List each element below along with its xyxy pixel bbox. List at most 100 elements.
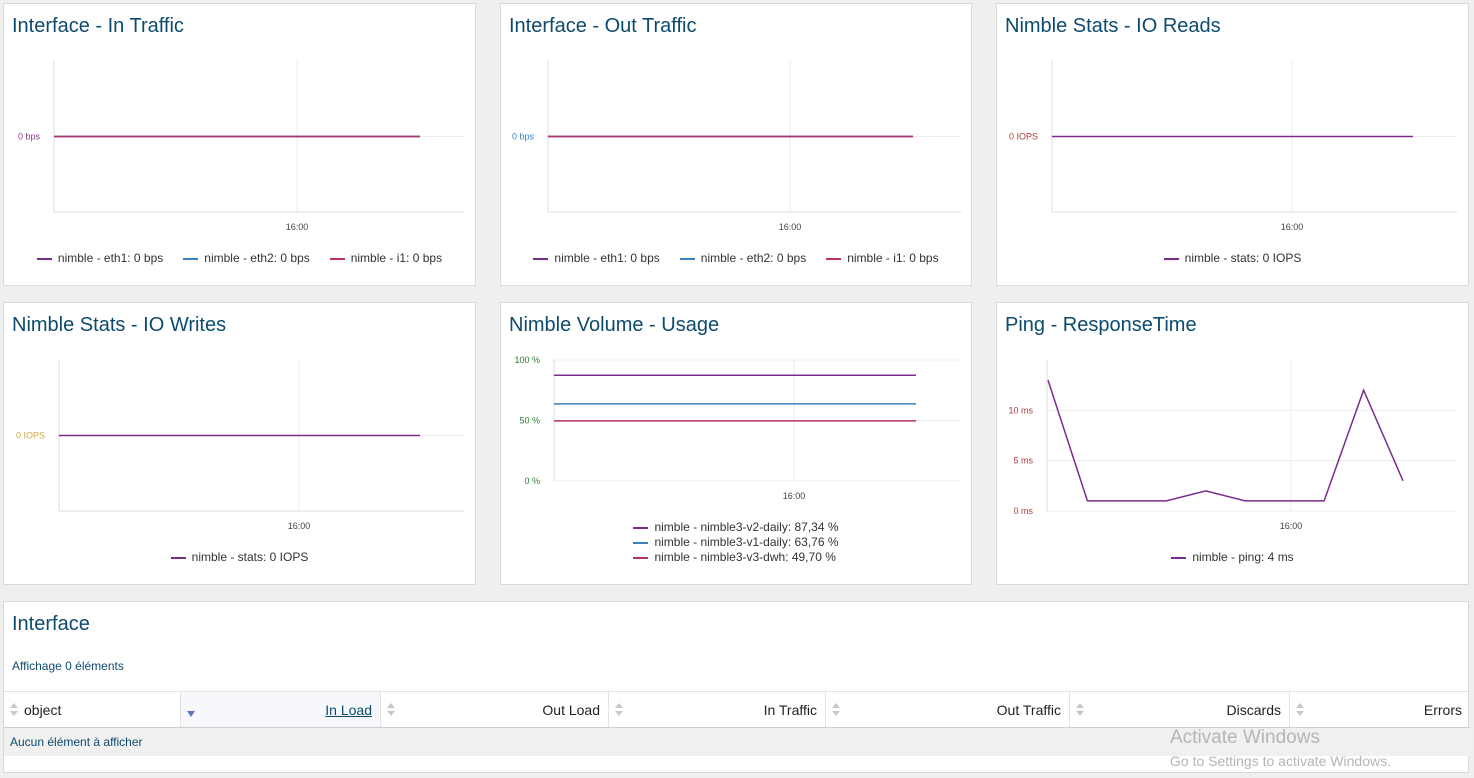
chart-panel-out-traffic: Interface - Out Traffic 0 bps 16:00 nimbl… [500,3,972,286]
sort-icon [10,703,18,717]
column-label: In Traffic [763,701,817,718]
legend-label: nimble - i1: 0 bps [847,251,939,265]
chart-axes: 0 bps 16:00 [18,61,464,232]
legend-swatch [826,257,842,260]
column-label: In Load [325,701,372,718]
y-tick-label: 0 bps [18,132,41,142]
legend-swatch [679,257,695,260]
legend-items: nimble - ping: 4 ms [997,550,1468,565]
legend-item[interactable]: nimble - eth1: 0 bps [36,251,164,266]
legend-item[interactable]: nimble - nimble3-v3-dwh: 49,70 % [633,550,836,565]
panel-title: Interface - Out Traffic [509,15,697,37]
legend-items: nimble - stats: 0 IOPS [4,550,475,565]
column-header-object[interactable]: object [4,692,181,727]
panel-title: Ping - ResponseTime [1005,314,1197,336]
chart-panel-in-traffic: Interface - In Traffic 0 bps 16:00 nimble… [3,3,476,286]
y-tick-label: 5 ms [1013,456,1033,466]
legend-item[interactable]: nimble - eth1: 0 bps [533,251,660,266]
chart-panel-ping: Ping - ResponseTime 10 ms 5 ms 0 ms 16:00 n… [996,302,1469,585]
sort-icon [387,703,395,717]
chart-axes: 10 ms 5 ms 0 ms 16:00 [1008,360,1457,531]
watermark-subtitle: Go to Settings to activate Windows. [1170,753,1391,769]
legend-label: nimble - stats: 0 IOPS [1184,251,1302,265]
chart-panel-volume-usage: Nimble Volume - Usage 100 % 50 % 0 % 16:00 … [500,302,972,585]
y-tick-label: 0 ms [1013,506,1033,516]
legend-swatch [533,257,549,260]
legend-swatch [1163,257,1179,260]
column-header-discards[interactable]: Discards [1070,692,1290,727]
sort-icon [832,703,840,717]
chart-volume-usage: 100 % 50 % 0 % 16:00 [514,355,961,501]
chart-legend: nimble - stats: 0 IOPS [997,251,1468,266]
column-label: object [24,701,62,718]
legend-swatch [633,526,649,529]
legend-label: nimble - eth1: 0 bps [57,251,164,265]
legend-label: nimble - nimble3-v3-dwh: 49,70 % [654,550,836,564]
interface-panel: Interface Affichage 0 éléments object In… [3,601,1470,773]
legend-items: nimble - eth1: 0 bps nimble - eth2: 0 bps… [4,251,475,266]
x-tick-label: 16:00 [1280,521,1303,531]
panel-title: Nimble Volume - Usage [509,314,720,336]
y-tick-label: 100 % [514,355,540,365]
chart-panel-io-reads: Nimble Stats - IO Reads 0 IOPS 16:00 nimb… [996,3,1469,286]
legend-label: nimble - ping: 4 ms [1192,550,1294,564]
column-header-in-load[interactable]: In Load [181,692,381,727]
legend-item[interactable]: nimble - i1: 0 bps [329,251,443,266]
column-header-out-traffic[interactable]: Out Traffic [826,692,1070,727]
legend-item[interactable]: nimble - nimble3-v1-daily: 63,76 % [633,535,839,550]
column-label: Out Load [542,701,600,718]
legend-item[interactable]: nimble - eth2: 0 bps [679,251,807,266]
sort-icon [615,703,623,717]
legend-swatch [36,257,52,260]
legend-item[interactable]: nimble - stats: 0 IOPS [170,550,309,565]
sort-icon [1296,703,1304,717]
x-tick-label: 16:00 [783,491,806,501]
panel-title: Nimble Stats - IO Writes [12,314,227,336]
legend-label: nimble - i1: 0 bps [350,251,443,265]
panel-title: Nimble Stats - IO Reads [1005,15,1221,37]
legend-label: nimble - nimble3-v2-daily: 87,34 % [654,520,839,534]
table-header: object In Load Out Load In Traffic Out T… [4,691,1470,728]
column-label: Out Traffic [996,701,1061,718]
activate-windows-watermark: Activate Windows Go to Settings to activ… [1170,727,1391,769]
legend-item[interactable]: nimble - eth2: 0 bps [183,251,310,266]
chart-panel-io-writes: Nimble Stats - IO Writes 0 IOPS 16:00 nim… [3,302,476,585]
y-tick-label: 0 bps [512,132,535,142]
legend-items: nimble - eth1: 0 bps nimble - eth2: 0 bps… [501,251,971,266]
chart-out-traffic: 0 bps 16:00 [512,61,961,232]
y-tick-label: 0 IOPS [16,431,45,441]
legend-label: nimble - eth1: 0 bps [554,251,660,265]
chart-legend: nimble - eth1: 0 bps nimble - eth2: 0 bps… [501,251,971,266]
panel-title: Interface - In Traffic [12,15,184,37]
legend-item[interactable]: nimble - nimble3-v2-daily: 87,34 % [633,520,839,535]
interface-title: Interface [12,613,90,635]
column-label: Discards [1226,701,1281,718]
column-header-in-traffic[interactable]: In Traffic [609,692,826,727]
column-header-errors[interactable]: Errors [1290,692,1470,727]
series-line-1 [1047,379,1404,502]
legend-swatch [170,556,186,559]
column-header-out-load[interactable]: Out Load [381,692,609,727]
chart-ping: 10 ms 5 ms 0 ms 16:00 [1008,360,1457,531]
y-tick-label: 50 % [519,416,540,426]
legend-items: nimble - stats: 0 IOPS [997,251,1468,266]
legend-swatch [1171,556,1187,559]
legend-label: nimble - stats: 0 IOPS [191,550,309,564]
legend-swatch [329,257,345,260]
column-label: Errors [1423,701,1462,718]
chart-axes: 100 % 50 % 0 % 16:00 [514,355,961,501]
legend-item[interactable]: nimble - ping: 4 ms [1171,550,1294,565]
interface-table: object In Load Out Load In Traffic Out T… [4,691,1470,756]
items-count-info: Affichage 0 éléments [12,659,124,673]
legend-swatch [633,556,649,559]
legend-item[interactable]: nimble - i1: 0 bps [826,251,939,266]
legend-label: nimble - eth2: 0 bps [204,251,310,265]
chart-legend: nimble - stats: 0 IOPS [4,550,475,565]
y-tick-label: 0 IOPS [1009,132,1038,142]
x-tick-label: 16:00 [1281,222,1304,232]
chart-legend: nimble - nimble3-v2-daily: 87,34 % nimble… [501,520,971,565]
sort-icon [1076,703,1084,717]
legend-label: nimble - eth2: 0 bps [700,251,807,265]
y-tick-label: 0 % [524,476,540,486]
legend-item[interactable]: nimble - stats: 0 IOPS [1163,251,1302,266]
